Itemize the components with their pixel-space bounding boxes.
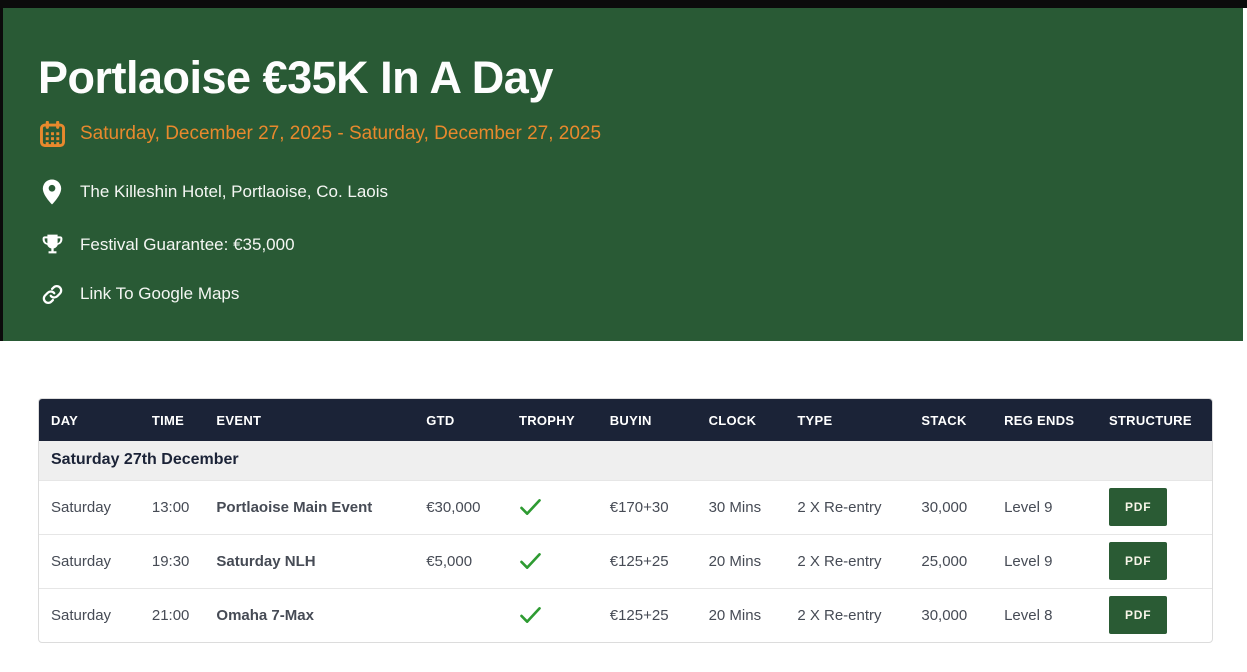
cell-time: 21:00 xyxy=(139,587,205,642)
cell-gtd: €5,000 xyxy=(414,533,507,588)
cell-stack: 25,000 xyxy=(909,533,993,588)
col-header-buyin: BUYIN xyxy=(597,399,697,441)
cell-reg-ends: Level 9 xyxy=(992,479,1097,534)
table-row-main-event: Saturday 13:00 Portlaoise Main Event €30… xyxy=(39,479,1212,534)
schedule-table-container: DAY TIME EVENT GTD TROPHY BUYIN CLOCK TY… xyxy=(38,398,1213,643)
col-header-day: DAY xyxy=(39,399,140,441)
cell-reg-ends: Level 8 xyxy=(992,587,1097,642)
festival-guarantee: Festival Guarantee: €35,000 xyxy=(80,235,295,255)
cell-trophy xyxy=(506,533,598,588)
pdf-button[interactable]: PDF xyxy=(1108,488,1168,526)
cell-reg-ends: Level 9 xyxy=(992,533,1097,588)
cell-day: Saturday xyxy=(39,533,140,588)
col-header-time: TIME xyxy=(139,399,205,441)
schedule-table: DAY TIME EVENT GTD TROPHY BUYIN CLOCK TY… xyxy=(39,399,1212,642)
cell-event: Saturday NLH xyxy=(204,533,415,588)
col-header-stack: STACK xyxy=(909,399,993,441)
pdf-button[interactable]: PDF xyxy=(1108,596,1168,635)
cell-trophy xyxy=(506,587,598,642)
cell-clock: 20 Mins xyxy=(696,587,786,642)
cell-structure: PDF xyxy=(1096,587,1212,642)
event-date-range: Saturday, December 27, 2025 - Saturday, … xyxy=(80,123,602,145)
cell-gtd: €30,000 xyxy=(414,479,507,534)
cell-buyin: €125+25 xyxy=(597,587,697,642)
check-icon xyxy=(519,552,586,570)
date-section-label: Saturday 27th December xyxy=(39,441,1212,480)
cell-time: 19:30 xyxy=(139,533,205,588)
col-header-structure: STRUCTURE xyxy=(1096,399,1212,441)
cell-event: Portlaoise Main Event xyxy=(204,479,415,534)
cell-day: Saturday xyxy=(39,479,140,534)
event-hero: Portlaoise €35K In A Day Saturday, Decem… xyxy=(0,8,1243,341)
col-header-type: TYPE xyxy=(785,399,910,441)
cell-structure: PDF xyxy=(1096,479,1212,534)
cell-day: Saturday xyxy=(39,587,140,642)
event-venue-row: The Killeshin Hotel, Portlaoise, Co. Lao… xyxy=(38,179,1243,205)
cell-time: 13:00 xyxy=(139,479,205,534)
window-top-edge xyxy=(0,0,1247,8)
table-row-omaha: Saturday 21:00 Omaha 7-Max €125+25 20 Mi… xyxy=(39,587,1212,642)
festival-guarantee-row: Festival Guarantee: €35,000 xyxy=(38,234,1243,257)
trophy-icon xyxy=(38,234,66,257)
event-date-row: Saturday, December 27, 2025 - Saturday, … xyxy=(38,120,1243,148)
col-header-event: EVENT xyxy=(204,399,415,441)
cell-buyin: €170+30 xyxy=(597,479,697,534)
pdf-button[interactable]: PDF xyxy=(1108,542,1168,580)
col-header-gtd: GTD xyxy=(414,399,507,441)
check-icon xyxy=(519,606,586,624)
col-header-clock: CLOCK xyxy=(696,399,786,441)
cell-type: 2 X Re-entry xyxy=(785,533,910,588)
col-header-reg-ends: REG ENDS xyxy=(992,399,1097,441)
cell-buyin: €125+25 xyxy=(597,533,697,588)
date-section-row: Saturday 27th December xyxy=(39,441,1212,480)
cell-clock: 20 Mins xyxy=(696,533,786,588)
cell-structure: PDF xyxy=(1096,533,1212,588)
cell-type: 2 X Re-entry xyxy=(785,587,910,642)
cell-type: 2 X Re-entry xyxy=(785,479,910,534)
cell-stack: 30,000 xyxy=(909,587,993,642)
google-maps-row: Link To Google Maps xyxy=(38,284,1243,305)
col-header-trophy: TROPHY xyxy=(506,399,598,441)
location-pin-icon xyxy=(38,179,66,205)
calendar-icon xyxy=(38,120,66,148)
link-chain-icon xyxy=(38,284,66,305)
google-maps-link[interactable]: Link To Google Maps xyxy=(80,284,240,304)
cell-clock: 30 Mins xyxy=(696,479,786,534)
cell-gtd xyxy=(414,587,507,642)
page-body: DAY TIME EVENT GTD TROPHY BUYIN CLOCK TY… xyxy=(0,398,1247,643)
check-icon xyxy=(519,498,586,516)
cell-event: Omaha 7-Max xyxy=(204,587,415,642)
event-venue: The Killeshin Hotel, Portlaoise, Co. Lao… xyxy=(80,181,389,201)
table-row-saturday-nlh: Saturday 19:30 Saturday NLH €5,000 €125+… xyxy=(39,533,1212,588)
cell-trophy xyxy=(506,479,598,534)
cell-stack: 30,000 xyxy=(909,479,993,534)
page-title: Portlaoise €35K In A Day xyxy=(38,52,553,103)
schedule-header-row: DAY TIME EVENT GTD TROPHY BUYIN CLOCK TY… xyxy=(39,399,1212,441)
